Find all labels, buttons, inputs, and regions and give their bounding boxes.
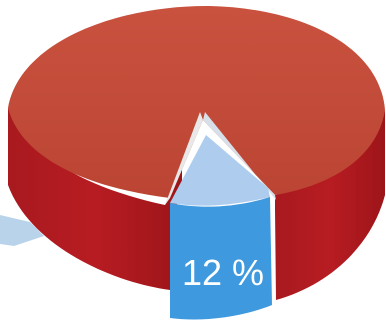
slice-cut-face-right — [203, 112, 276, 200]
slice-large-top — [8, 5, 385, 198]
shadow — [0, 215, 44, 246]
slice-small-top — [170, 135, 270, 206]
slice-large-side — [8, 108, 182, 290]
slice-cut-face-left — [165, 112, 203, 205]
slice-value-label: 12 % — [182, 252, 264, 293]
slice-small-front — [170, 197, 272, 320]
